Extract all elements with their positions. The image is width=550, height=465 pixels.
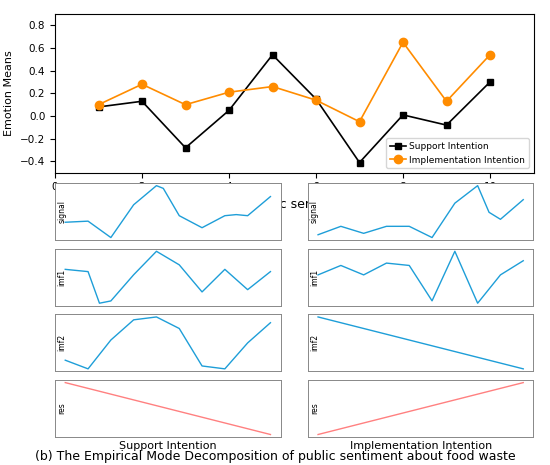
X-axis label: Implementation Intention: Implementation Intention bbox=[349, 441, 492, 451]
Text: imf1: imf1 bbox=[310, 269, 319, 286]
Support Intention bbox=[400, 112, 406, 118]
Text: signal: signal bbox=[57, 200, 66, 223]
Support Intention bbox=[269, 52, 276, 58]
Implementation Intention bbox=[226, 89, 232, 95]
Text: imf2: imf2 bbox=[310, 334, 319, 352]
Support Intention bbox=[182, 145, 189, 151]
X-axis label: (a) The evolution of public sentiment about food waste: (a) The evolution of public sentiment ab… bbox=[122, 198, 466, 211]
Implementation Intention bbox=[182, 102, 189, 107]
Support Intention bbox=[95, 104, 102, 110]
Support Intention bbox=[226, 107, 232, 113]
Line: Implementation Intention: Implementation Intention bbox=[95, 38, 494, 126]
Implementation Intention bbox=[356, 119, 363, 125]
Support Intention bbox=[139, 99, 145, 104]
Text: imf1: imf1 bbox=[57, 269, 66, 286]
Legend: Support Intention, Implementation Intention: Support Intention, Implementation Intent… bbox=[386, 139, 529, 168]
Implementation Intention bbox=[139, 81, 145, 87]
X-axis label: Support Intention: Support Intention bbox=[119, 441, 217, 451]
Implementation Intention bbox=[269, 84, 276, 89]
Line: Support Intention: Support Intention bbox=[96, 52, 493, 165]
Implementation Intention bbox=[95, 102, 102, 107]
Text: res: res bbox=[57, 403, 66, 414]
Implementation Intention bbox=[487, 52, 493, 58]
Support Intention bbox=[356, 160, 363, 166]
Text: signal: signal bbox=[310, 200, 319, 223]
Support Intention bbox=[443, 122, 450, 128]
Implementation Intention bbox=[400, 40, 406, 45]
Text: (b) The Empirical Mode Decomposition of public sentiment about food waste: (b) The Empirical Mode Decomposition of … bbox=[35, 450, 515, 463]
Support Intention bbox=[487, 79, 493, 85]
Text: imf2: imf2 bbox=[57, 334, 66, 352]
Implementation Intention bbox=[443, 99, 450, 104]
Text: res: res bbox=[310, 403, 319, 414]
Implementation Intention bbox=[313, 97, 320, 103]
Support Intention bbox=[313, 96, 320, 102]
Y-axis label: Emotion Means: Emotion Means bbox=[4, 51, 14, 136]
